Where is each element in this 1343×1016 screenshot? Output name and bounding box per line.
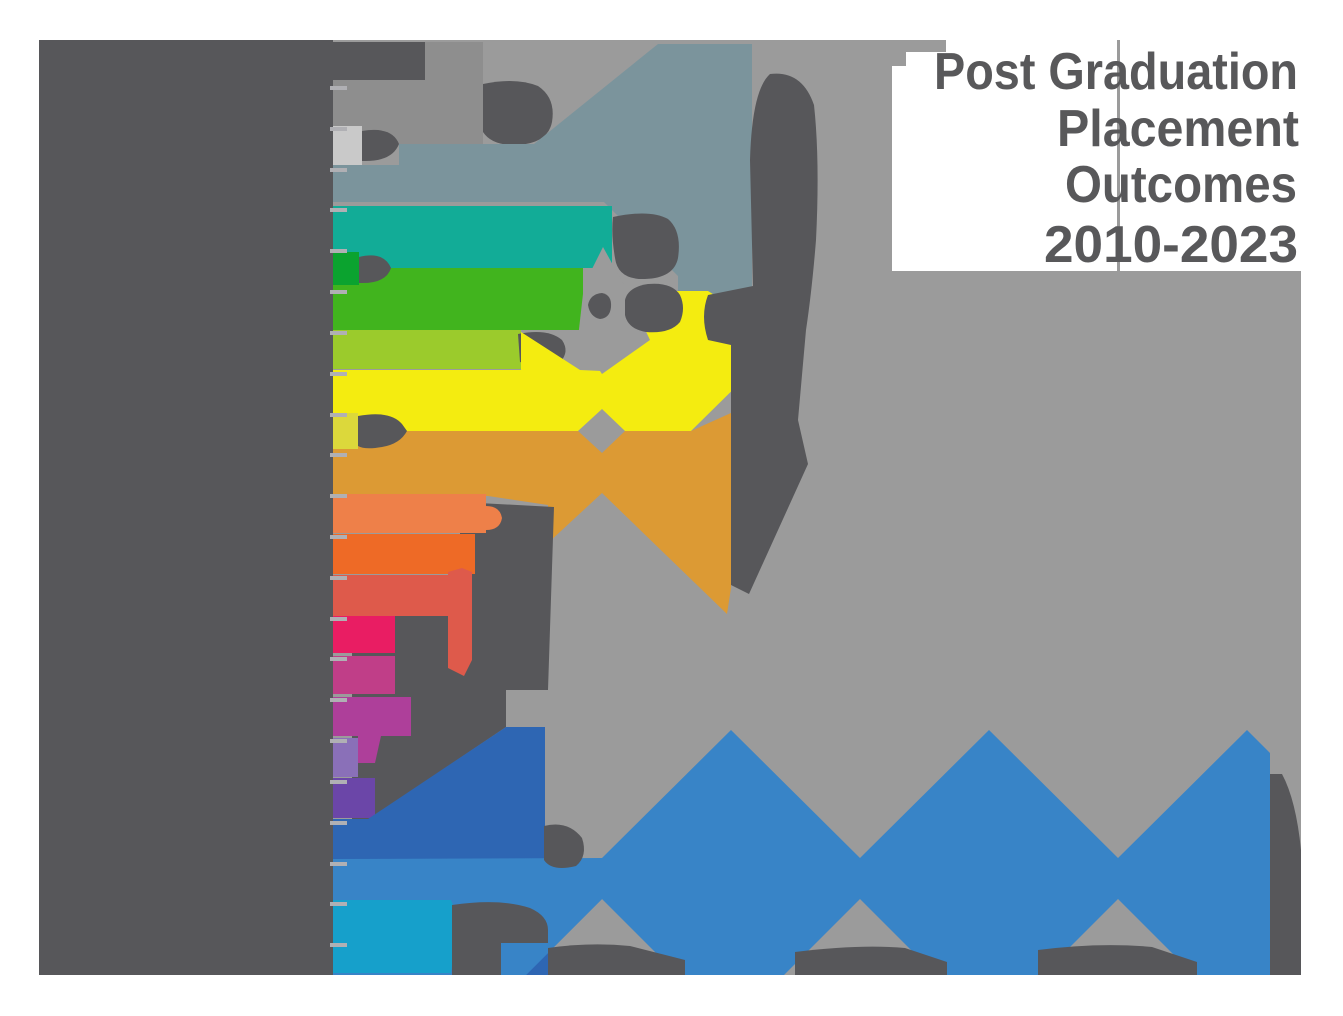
- svg-text:Placement: Placement: [1057, 99, 1299, 157]
- svg-text:Outcomes: Outcomes: [1065, 155, 1297, 213]
- svg-text:2010-2023: 2010-2023: [1044, 215, 1298, 273]
- svg-text:Post Graduation: Post Graduation: [934, 42, 1298, 100]
